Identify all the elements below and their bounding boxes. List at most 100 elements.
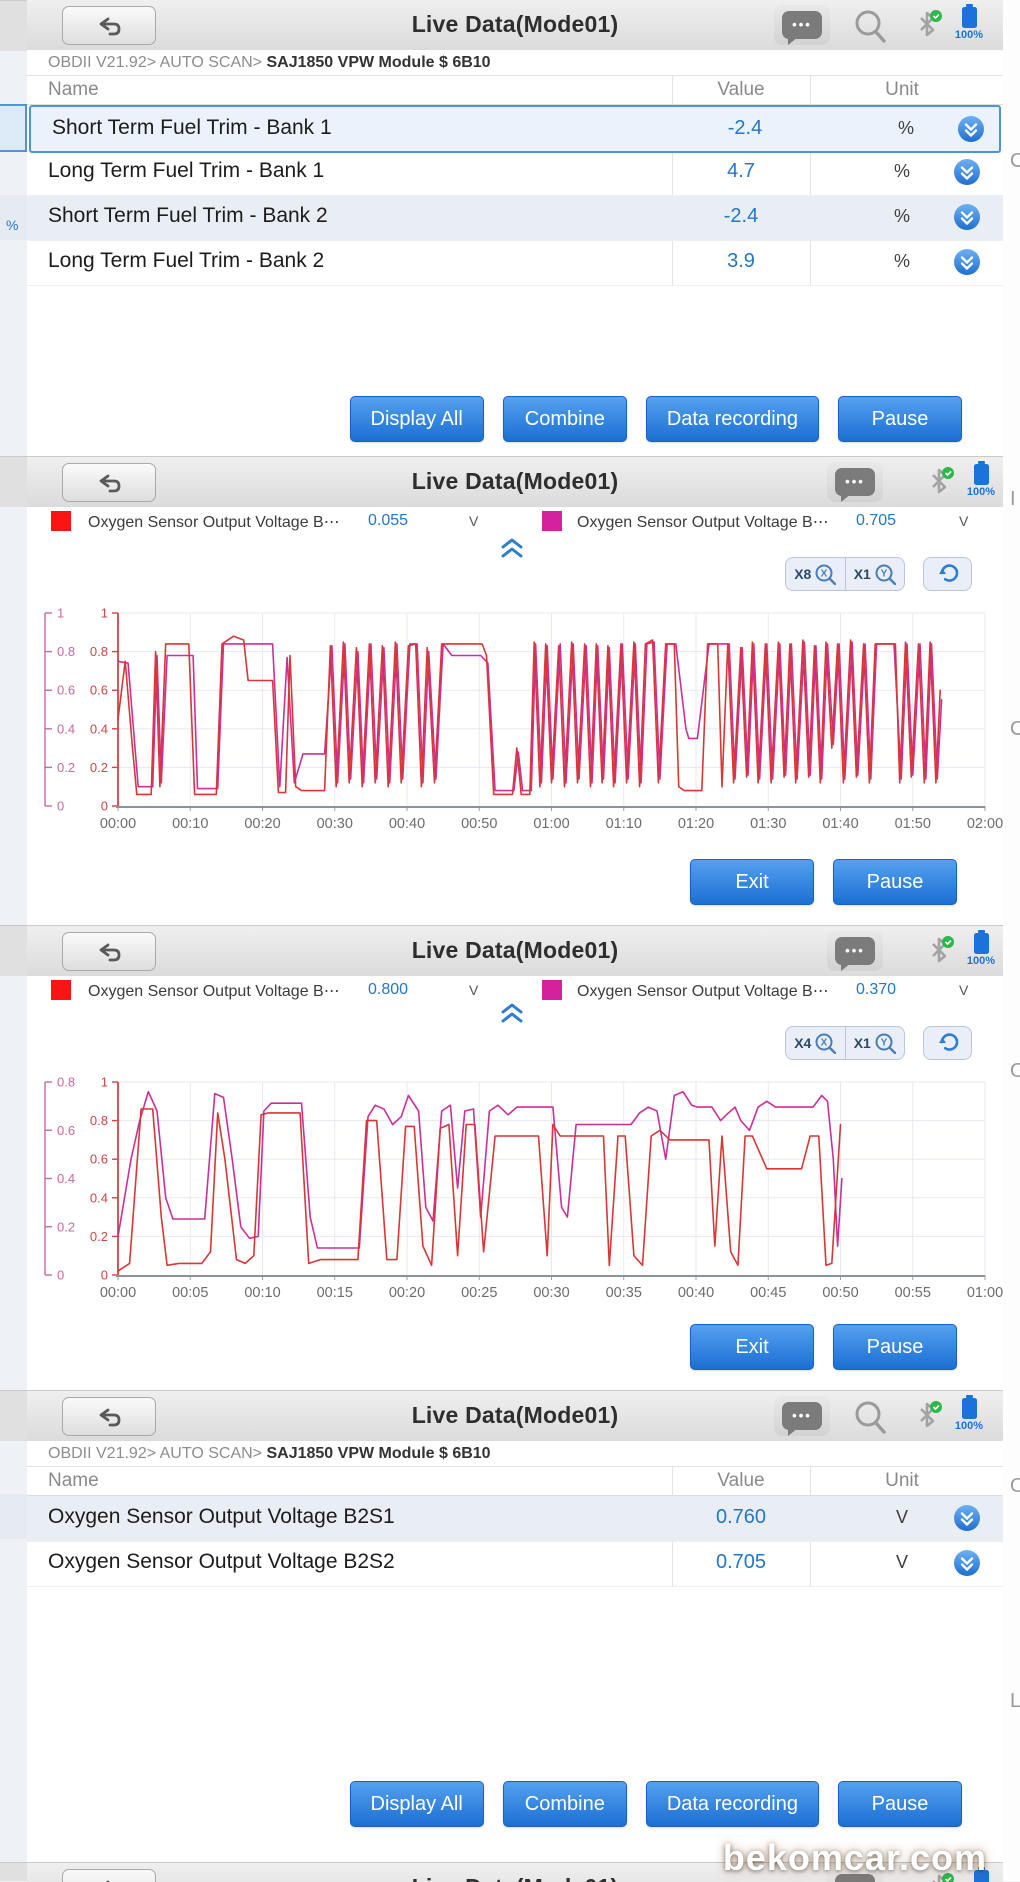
- action-buttons: Exit Pause: [690, 1324, 957, 1370]
- svg-text:0.6: 0.6: [57, 683, 75, 698]
- svg-text:01:00: 01:00: [533, 816, 569, 832]
- chat-icon[interactable]: •••: [774, 1396, 830, 1436]
- expand-chevron-icon[interactable]: [954, 249, 980, 275]
- svg-text:00:40: 00:40: [678, 1285, 714, 1301]
- search-icon[interactable]: [853, 1400, 887, 1434]
- zoom-y-icon: [874, 1032, 896, 1054]
- live-data-panel-3: Live Data(Mode01) ••• 100% Oxygen Sensor…: [27, 925, 1003, 1391]
- x-zoom-button[interactable]: X8: [786, 558, 845, 590]
- exit-button[interactable]: Exit: [690, 859, 814, 905]
- svg-text:0.8: 0.8: [90, 1113, 108, 1128]
- svg-text:1: 1: [101, 1075, 108, 1090]
- table-row[interactable]: Long Term Fuel Trim - Bank 1 4.7 %: [27, 150, 1003, 196]
- graph-legend: Oxygen Sensor Output Voltage B⋯ 0.055 V …: [27, 507, 1003, 536]
- y-zoom-button[interactable]: X1: [845, 1027, 905, 1059]
- search-icon[interactable]: [853, 9, 887, 43]
- svg-text:00:35: 00:35: [606, 1285, 642, 1301]
- battery-percent: 100%: [943, 29, 995, 41]
- pause-button[interactable]: Pause: [833, 1324, 957, 1370]
- combine-button[interactable]: Combine: [503, 396, 627, 442]
- series-swatch-red: [51, 980, 71, 1000]
- svg-text:0: 0: [57, 1268, 64, 1283]
- svg-text:0.8: 0.8: [57, 644, 75, 659]
- svg-text:0.2: 0.2: [90, 760, 108, 775]
- series-swatch-magenta: [542, 980, 562, 1000]
- svg-text:00:10: 00:10: [172, 816, 208, 832]
- series-swatch-magenta: [542, 511, 562, 531]
- svg-text:02:00: 02:00: [967, 816, 1003, 832]
- battery-icon: [974, 933, 989, 954]
- bluetooth-icon: [925, 936, 955, 964]
- table-row[interactable]: Short Term Fuel Trim - Bank 2 -2.4 %: [27, 195, 1003, 241]
- svg-text:0.4: 0.4: [57, 721, 75, 736]
- expand-chevron-icon[interactable]: [954, 1505, 980, 1531]
- pause-button[interactable]: Pause: [833, 859, 957, 905]
- expand-chevron-icon[interactable]: [954, 1550, 980, 1576]
- expand-chevron-icon[interactable]: [958, 116, 984, 142]
- table-row[interactable]: Long Term Fuel Trim - Bank 2 3.9 %: [27, 240, 1003, 286]
- header: Live Data(Mode01) ••• 100%: [27, 926, 1003, 977]
- chat-icon[interactable]: •••: [774, 5, 830, 45]
- svg-text:0.6: 0.6: [90, 1152, 108, 1167]
- y-zoom-button[interactable]: X1: [845, 558, 905, 590]
- battery-indicator: 100%: [955, 461, 1003, 498]
- series-swatch-red: [51, 511, 71, 531]
- refresh-button[interactable]: [923, 1026, 972, 1060]
- svg-text:00:30: 00:30: [533, 1285, 569, 1301]
- svg-text:00:20: 00:20: [389, 1285, 425, 1301]
- table-row[interactable]: Oxygen Sensor Output Voltage B2S1 0.760 …: [27, 1496, 1003, 1542]
- svg-text:00:05: 00:05: [172, 1285, 208, 1301]
- x-zoom-button[interactable]: X4: [786, 1027, 845, 1059]
- table-row[interactable]: Oxygen Sensor Output Voltage B2S2 0.705 …: [27, 1541, 1003, 1587]
- svg-text:0.4: 0.4: [57, 1171, 75, 1186]
- bluetooth-icon: [913, 10, 943, 38]
- pause-button[interactable]: Pause: [838, 396, 962, 442]
- expand-chevron-icon[interactable]: [954, 204, 980, 230]
- breadcrumb: OBDII V21.92> AUTO SCAN> SAJ1850 VPW Mod…: [27, 50, 1003, 76]
- bluetooth-icon: [925, 467, 955, 495]
- zoom-x-icon: [814, 563, 836, 585]
- header: Live Data(Mode01) ••• 100%: [27, 457, 1003, 508]
- expand-chevron-icon[interactable]: [954, 159, 980, 185]
- display-all-button[interactable]: Display All: [350, 1781, 484, 1827]
- battery-indicator: 100%: [943, 1395, 995, 1432]
- collapse-chevron-icon[interactable]: [498, 537, 526, 559]
- action-buttons: Display All Combine Data recording Pause: [350, 1781, 962, 1827]
- exit-button[interactable]: Exit: [690, 1324, 814, 1370]
- battery-icon: [962, 7, 977, 28]
- pause-button[interactable]: Pause: [838, 1781, 962, 1827]
- data-recording-button[interactable]: Data recording: [646, 396, 819, 442]
- svg-text:00:45: 00:45: [750, 1285, 786, 1301]
- battery-icon: [974, 464, 989, 485]
- table-header: Name Value Unit: [27, 75, 1003, 105]
- data-recording-button[interactable]: Data recording: [646, 1781, 819, 1827]
- svg-text:0.2: 0.2: [57, 1219, 75, 1234]
- zoom-controls: X8 X1: [785, 557, 905, 591]
- live-data-panel-1: Live Data(Mode01) ••• 100% OBDII V21.92>…: [27, 0, 1003, 456]
- svg-text:0.2: 0.2: [57, 760, 75, 775]
- svg-text:01:00: 01:00: [967, 1285, 1003, 1301]
- svg-text:01:50: 01:50: [895, 816, 931, 832]
- table-row[interactable]: Short Term Fuel Trim - Bank 1 -2.4 %: [29, 105, 1001, 153]
- refresh-icon: [936, 562, 960, 586]
- header: Live Data(Mode01) ••• 100%: [27, 1391, 1003, 1442]
- svg-text:01:10: 01:10: [606, 816, 642, 832]
- action-buttons: Display All Combine Data recording Pause: [350, 396, 962, 442]
- table-header: Name Value Unit: [27, 1466, 1003, 1496]
- battery-percent: 100%: [955, 955, 1003, 967]
- battery-icon: [962, 1398, 977, 1419]
- svg-text:0: 0: [101, 799, 108, 814]
- battery-indicator: 100%: [943, 4, 995, 41]
- bluetooth-icon: [913, 1401, 943, 1429]
- svg-text:00:00: 00:00: [100, 816, 136, 832]
- combine-button[interactable]: Combine: [503, 1781, 627, 1827]
- svg-text:0.2: 0.2: [90, 1229, 108, 1244]
- chat-icon[interactable]: •••: [827, 931, 883, 971]
- svg-text:0.4: 0.4: [90, 721, 108, 736]
- display-all-button[interactable]: Display All: [350, 396, 484, 442]
- left-edge-sliver: %: [0, 0, 27, 1881]
- chat-icon[interactable]: •••: [827, 462, 883, 502]
- refresh-button[interactable]: [923, 557, 972, 591]
- svg-text:00:40: 00:40: [389, 816, 425, 832]
- collapse-chevron-icon[interactable]: [498, 1002, 526, 1024]
